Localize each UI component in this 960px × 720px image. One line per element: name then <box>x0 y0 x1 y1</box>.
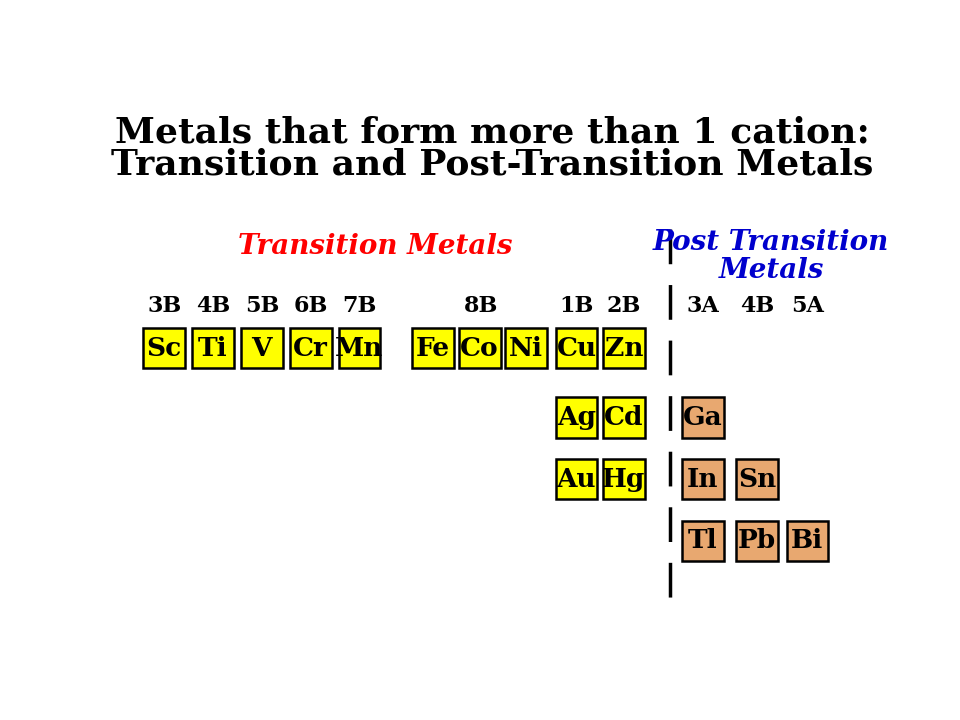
Text: 2B: 2B <box>607 295 641 317</box>
Text: 4B: 4B <box>740 295 774 317</box>
FancyBboxPatch shape <box>556 397 597 438</box>
Text: Co: Co <box>460 336 499 361</box>
Text: 6B: 6B <box>294 295 327 317</box>
Text: Cd: Cd <box>604 405 643 430</box>
Text: Fe: Fe <box>416 336 450 361</box>
FancyBboxPatch shape <box>290 328 331 368</box>
Text: Post Transition: Post Transition <box>653 229 889 256</box>
Text: 5A: 5A <box>791 295 824 317</box>
Text: 5B: 5B <box>245 295 279 317</box>
Text: Tl: Tl <box>688 528 718 553</box>
Text: Ni: Ni <box>509 336 543 361</box>
Text: Cr: Cr <box>293 336 328 361</box>
Text: Hg: Hg <box>602 467 645 492</box>
Text: In: In <box>687 467 718 492</box>
Text: Sn: Sn <box>738 467 777 492</box>
FancyBboxPatch shape <box>682 521 724 561</box>
Text: Cu: Cu <box>557 336 596 361</box>
FancyBboxPatch shape <box>786 521 828 561</box>
Text: Sc: Sc <box>147 336 181 361</box>
Text: Ag: Ag <box>557 405 596 430</box>
Text: Transition Metals: Transition Metals <box>238 233 513 260</box>
FancyBboxPatch shape <box>241 328 283 368</box>
FancyBboxPatch shape <box>556 328 597 368</box>
FancyBboxPatch shape <box>736 521 778 561</box>
FancyBboxPatch shape <box>556 459 597 499</box>
Text: Bi: Bi <box>791 528 824 553</box>
Text: Ti: Ti <box>198 336 228 361</box>
FancyBboxPatch shape <box>603 328 645 368</box>
FancyBboxPatch shape <box>412 328 454 368</box>
Text: Pb: Pb <box>738 528 776 553</box>
FancyBboxPatch shape <box>143 328 185 368</box>
Text: 3B: 3B <box>147 295 181 317</box>
FancyBboxPatch shape <box>603 459 645 499</box>
FancyBboxPatch shape <box>682 397 724 438</box>
Text: Zn: Zn <box>605 336 643 361</box>
Text: V: V <box>252 336 272 361</box>
FancyBboxPatch shape <box>192 328 234 368</box>
FancyBboxPatch shape <box>682 459 724 499</box>
FancyBboxPatch shape <box>459 328 500 368</box>
Text: Mn: Mn <box>335 336 384 361</box>
FancyBboxPatch shape <box>736 459 778 499</box>
Text: Metals: Metals <box>718 257 824 284</box>
Text: 8B: 8B <box>464 295 498 317</box>
FancyBboxPatch shape <box>603 397 645 438</box>
Text: Ga: Ga <box>683 405 723 430</box>
FancyBboxPatch shape <box>339 328 380 368</box>
FancyBboxPatch shape <box>505 328 547 368</box>
Text: Transition and Post-Transition Metals: Transition and Post-Transition Metals <box>110 148 874 182</box>
Text: 4B: 4B <box>196 295 230 317</box>
Text: 7B: 7B <box>343 295 376 317</box>
Text: 1B: 1B <box>560 295 593 317</box>
Text: Metals that form more than 1 cation:: Metals that form more than 1 cation: <box>114 116 870 150</box>
Text: Au: Au <box>557 467 596 492</box>
Text: 3A: 3A <box>686 295 719 317</box>
